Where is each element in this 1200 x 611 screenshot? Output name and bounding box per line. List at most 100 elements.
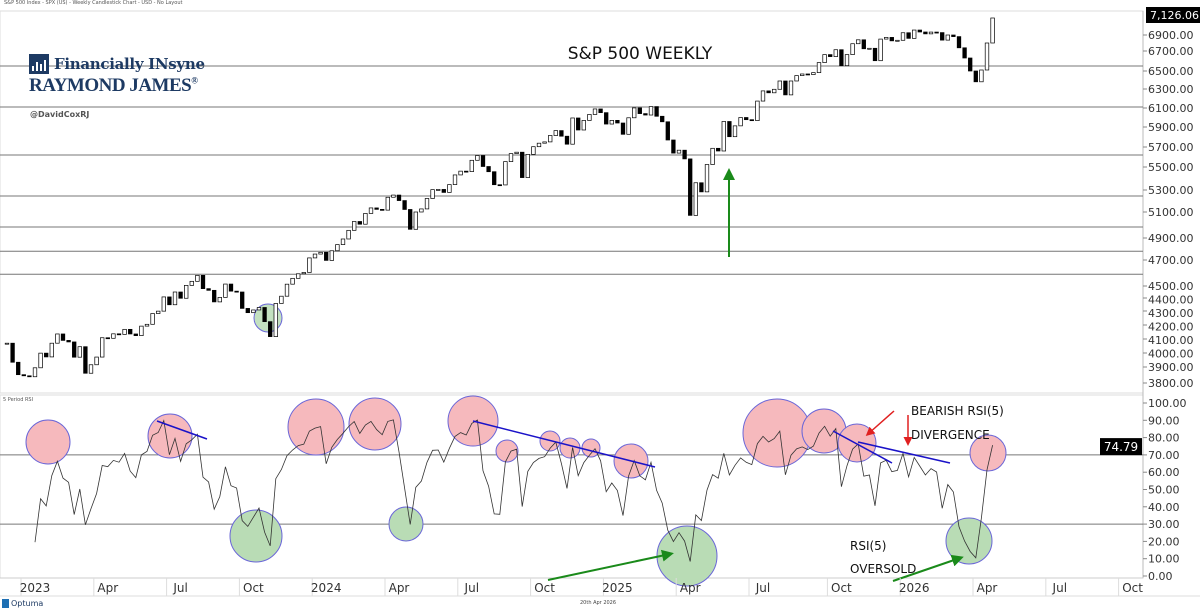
candle — [581, 120, 586, 131]
candle — [413, 211, 418, 230]
candle — [452, 174, 458, 185]
candle — [240, 291, 245, 309]
x-tick-label: 2024 — [311, 581, 342, 595]
candle — [682, 149, 687, 160]
candle — [38, 352, 43, 369]
candle — [329, 250, 334, 261]
candle — [536, 142, 542, 148]
candle — [895, 39, 900, 42]
x-tick-label: Oct — [831, 581, 852, 595]
candle — [284, 283, 290, 297]
candle — [811, 72, 816, 75]
candle — [77, 346, 82, 358]
candle — [951, 34, 956, 37]
candle — [312, 253, 318, 259]
candle — [872, 47, 878, 62]
candle — [60, 333, 66, 341]
candle — [408, 209, 413, 230]
candle — [447, 184, 452, 193]
rsi-tick-label: 100.00 — [1148, 397, 1187, 410]
candle — [514, 151, 519, 154]
candle — [475, 155, 480, 161]
price-tick-label: 6500.00 — [1148, 65, 1194, 78]
candle — [783, 80, 788, 96]
last-price-label: 7,126.06 — [1150, 9, 1199, 22]
oversold-circle — [388, 506, 424, 542]
x-tick-label: Jul — [755, 581, 770, 595]
candle — [100, 337, 105, 358]
optuma-logo: Optuma — [2, 599, 43, 608]
candle — [396, 194, 402, 201]
candle — [256, 307, 262, 311]
candle — [139, 325, 144, 336]
candle — [615, 119, 620, 124]
candle — [861, 39, 866, 50]
candle — [430, 189, 435, 199]
price-tick-label: 4000.00 — [1148, 348, 1194, 361]
price-tick-label: 4100.00 — [1148, 334, 1194, 347]
overbought-circle — [742, 398, 812, 468]
candle — [4, 342, 10, 345]
candle — [301, 272, 306, 275]
optuma-label: Optuma — [11, 599, 44, 608]
candle — [195, 274, 200, 282]
candle — [564, 135, 570, 145]
candle — [676, 149, 682, 154]
chart-caption: S&P 500 Index - SPX (US) - Weekly Candle… — [4, 0, 183, 6]
candle — [167, 296, 172, 306]
candle — [570, 117, 575, 145]
candle — [133, 333, 138, 336]
candle — [128, 328, 133, 335]
candle — [984, 42, 990, 71]
candle — [497, 184, 502, 187]
candle — [816, 62, 822, 73]
rsi-tick-label: 50.00 — [1148, 484, 1180, 497]
brand-logo: Financially INsyne RAYMOND JAMES® — [29, 54, 205, 97]
candle — [525, 154, 530, 178]
overbought-circle — [837, 423, 877, 463]
overbought-circle — [495, 439, 519, 463]
candle — [867, 47, 872, 50]
candle — [363, 213, 368, 225]
candle — [968, 57, 973, 72]
rsi-tick-label: 10.00 — [1148, 553, 1180, 566]
candle — [917, 29, 922, 33]
candle — [189, 280, 194, 286]
x-tick-label: 2026 — [899, 581, 930, 595]
price-tick-label: 6300.00 — [1148, 83, 1194, 96]
x-tick-label: 2025 — [602, 581, 633, 595]
candle — [402, 200, 407, 210]
candle — [217, 297, 222, 303]
candle — [548, 135, 553, 143]
green-arrow — [547, 549, 674, 581]
candle — [161, 296, 166, 312]
price-panel — [0, 10, 1144, 394]
last-price-box — [1146, 7, 1200, 23]
candle — [660, 115, 665, 123]
candle — [800, 73, 805, 76]
candle — [906, 32, 911, 39]
x-tick-label: Oct — [1122, 581, 1143, 595]
candle — [688, 158, 693, 216]
candle — [464, 170, 469, 173]
price-tick-label: 3800.00 — [1148, 377, 1194, 390]
candle — [794, 75, 799, 82]
candlestick-logo-icon — [29, 54, 49, 74]
candle — [912, 29, 917, 39]
candle — [436, 189, 441, 191]
candle — [889, 37, 894, 42]
candle — [55, 333, 60, 344]
x-tick-label: Jul — [172, 581, 187, 595]
candle — [172, 291, 178, 306]
rsi-trendlines — [156, 420, 951, 468]
candle — [228, 283, 234, 292]
candle — [279, 295, 284, 304]
overbought-circle — [287, 398, 345, 456]
price-tick-label: 5300.00 — [1148, 184, 1194, 197]
candle — [609, 119, 614, 125]
candle — [900, 32, 906, 41]
logo-financially-insyne: Financially INsyne — [54, 55, 205, 73]
divergence-label-1: BEARISH RSI(5) — [911, 404, 1004, 418]
candle — [508, 153, 514, 162]
registered-mark: ® — [191, 75, 198, 86]
